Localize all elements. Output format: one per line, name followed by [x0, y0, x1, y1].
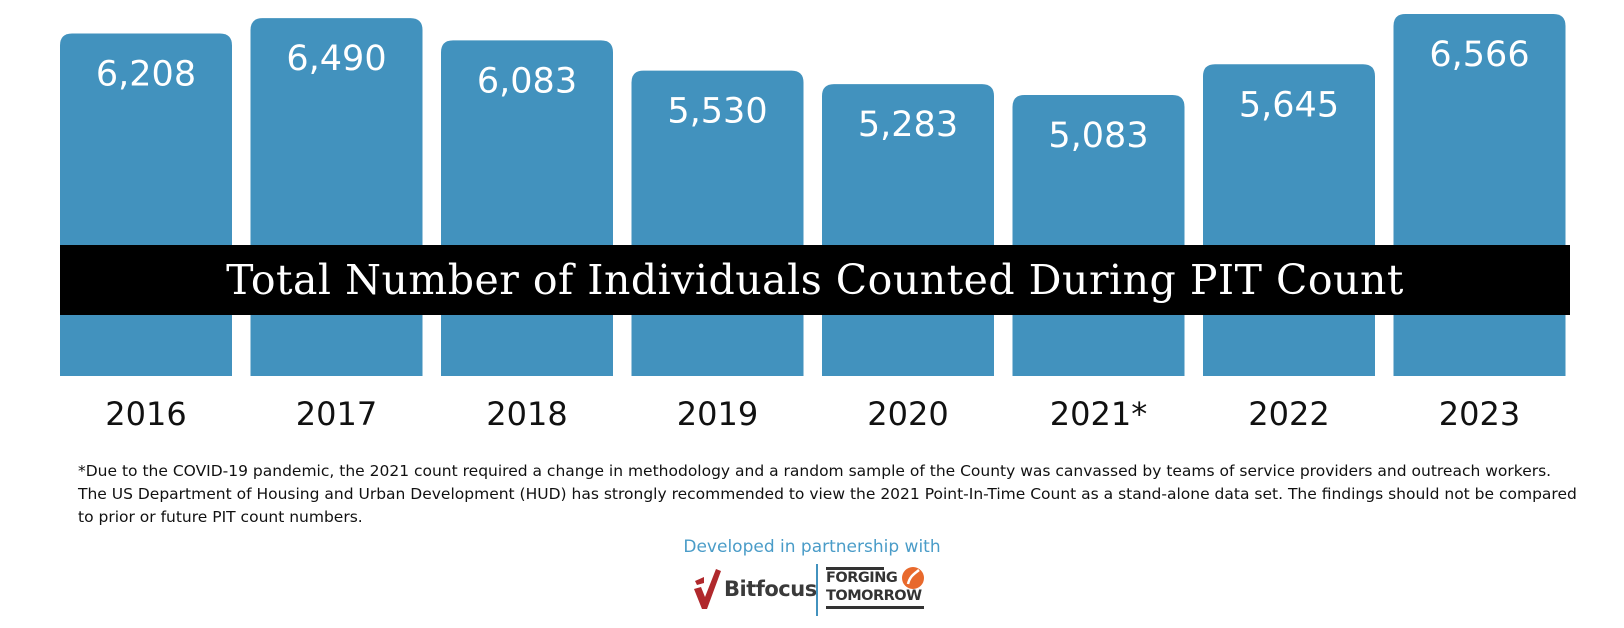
category-labels-group: 2016 2017 2018 2019 2020 2021* 2022 2023 — [105, 395, 1520, 433]
category-label: 2019 — [677, 395, 758, 433]
category-label: 2016 — [105, 395, 186, 433]
forging-bottom-bar — [826, 606, 924, 609]
bitfocus-name: Bitfocus — [724, 577, 817, 601]
category-label: 2021* — [1050, 395, 1147, 433]
category-label: 2023 — [1439, 395, 1520, 433]
bitfocus-logo: Bitfocus — [692, 565, 817, 613]
value-label: 6,566 — [1429, 35, 1529, 75]
category-label: 2020 — [867, 395, 948, 433]
value-label: 6,208 — [96, 55, 196, 95]
value-label: 6,490 — [286, 39, 386, 79]
forging-top-bar — [826, 567, 884, 570]
forging-line1: FORGING — [826, 570, 898, 586]
partner-logos: Bitfocus FORGING TOMORROW — [692, 562, 932, 622]
chart-title: Total Number of Individuals Counted Duri… — [60, 245, 1570, 315]
footnote: *Due to the COVID-19 pandemic, the 2021 … — [78, 462, 1577, 526]
checkmark-icon — [694, 569, 721, 609]
category-label: 2017 — [296, 395, 377, 433]
category-label: 2022 — [1248, 395, 1329, 433]
forging-tomorrow-logo: FORGING TOMORROW — [826, 566, 930, 616]
value-label: 5,645 — [1239, 85, 1339, 125]
partnership-text: Developed in partnership with — [683, 537, 941, 557]
value-label: 6,083 — [477, 61, 577, 101]
flame-icon — [902, 567, 924, 589]
bar-chart: 6,208 6,490 6,083 5,530 5,283 5,083 5,645 6,566… — [60, 14, 1566, 433]
logo-divider — [816, 564, 818, 616]
forging-line2: TOMORROW — [826, 588, 922, 604]
value-labels-group: 6,208 6,490 6,083 5,530 5,283 5,083 5,645 6,566 — [96, 35, 1530, 156]
value-label: 5,083 — [1048, 116, 1148, 156]
value-label: 5,530 — [667, 92, 767, 132]
value-label: 5,283 — [858, 105, 958, 145]
category-label: 2018 — [486, 395, 567, 433]
